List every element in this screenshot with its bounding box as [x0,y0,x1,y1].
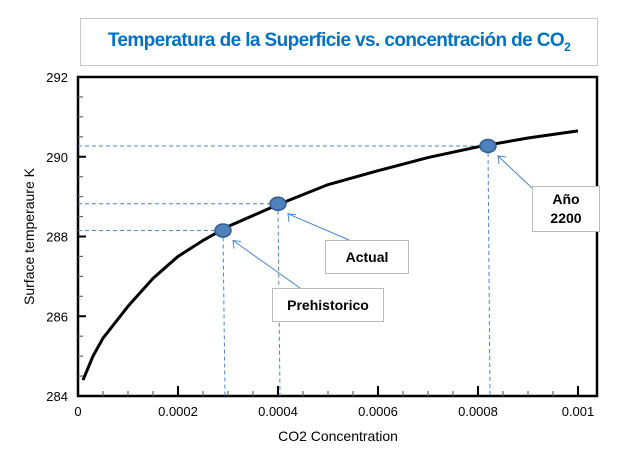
x-axis-label: CO2 Concentration [278,428,398,444]
x-tick-label: 0.0004 [258,404,298,419]
y-axis-label: Surface temperaure K [21,167,37,305]
annotation-arrow [497,155,533,189]
chart-title-box: Temperatura de la Superficie vs. concent… [80,18,598,66]
annotation-prehistorico: Prehistorico [272,288,384,322]
data-point-marker [269,196,287,212]
y-tick-label: 286 [46,309,68,324]
arrowhead-icon [497,155,507,165]
plot-frame [76,75,599,398]
y-tick-label: 290 [46,150,68,165]
y-tick-label: 292 [46,70,68,85]
annotation-arrow [232,240,301,289]
x-tick-label: 0.0006 [358,404,398,419]
data-point-marker [214,223,232,238]
x-tick-label: 0.0002 [158,404,198,419]
x-tick-label: 0.001 [562,404,595,419]
y-tick-label: 288 [46,230,68,245]
annotation-actual: Actual [325,240,409,274]
annotation-arrow [287,213,350,241]
guide-line-vertical [222,230,226,397]
guide-line-vertical [487,145,491,397]
arrowhead-icon [287,213,297,222]
y-tick-label: 284 [46,389,68,404]
arrowhead-icon [232,239,242,249]
chart-title: Temperatura de la Superficie vs. concent… [107,30,571,54]
x-tick-label: 0 [74,404,81,419]
data-point-marker [479,138,497,154]
annotation-ano-2200: Año 2200 [532,186,600,232]
x-tick-label: 0.0008 [458,404,498,419]
